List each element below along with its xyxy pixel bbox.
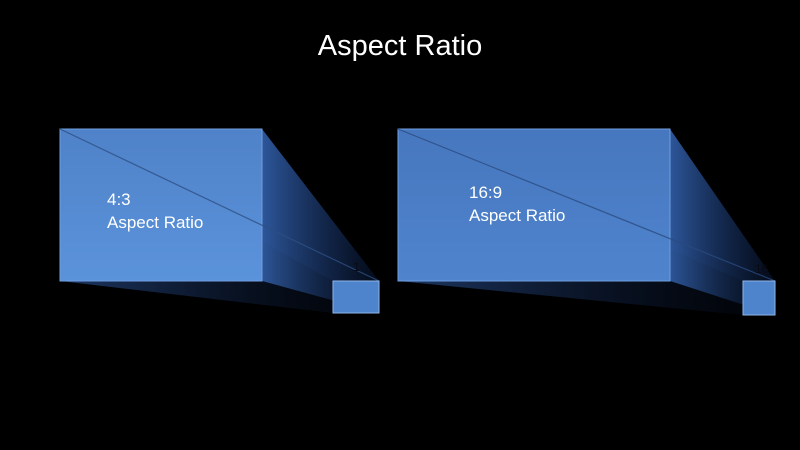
screen-4-3-diagonal (59, 128, 380, 282)
small-label-16-9: 16 (755, 262, 769, 276)
small-label-4-3: 1 (353, 260, 360, 274)
beam-16-9-side (670, 129, 775, 315)
beam-16-9-bottom (398, 281, 775, 315)
screen-16-9-diagonal (397, 128, 776, 282)
ratio-label-4-3: 4:3 (107, 190, 131, 209)
screen-4-3 (59, 128, 263, 282)
label-4-3: 4:3 Aspect Ratio (107, 188, 203, 234)
caption-16-9: Aspect Ratio (469, 206, 566, 225)
small-box-4-3 (332, 280, 380, 314)
beam-4-3-bottom (60, 281, 379, 313)
ratio-label-16-9: 16:9 (469, 183, 503, 202)
small-box-16-9 (742, 280, 776, 316)
caption-4-3: Aspect Ratio (107, 213, 204, 232)
slide-title: Aspect Ratio (317, 30, 483, 62)
label-16-9: 16:9 Aspect Ratio (469, 181, 565, 227)
screen-16-9 (397, 128, 671, 282)
